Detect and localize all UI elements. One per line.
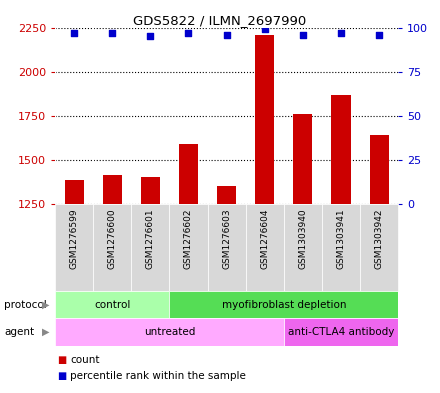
Bar [93,204,131,291]
Bar [284,204,322,291]
Text: GSM1276599: GSM1276599 [70,209,79,269]
Point [185,29,192,36]
Point [70,29,77,36]
Text: control: control [94,299,130,310]
Bar [208,204,246,291]
Text: GDS5822 / ILMN_2697990: GDS5822 / ILMN_2697990 [133,14,307,27]
Bar [370,135,389,393]
Text: GSM1276604: GSM1276604 [260,209,269,269]
Text: ▶: ▶ [42,327,50,337]
Text: GSM1303942: GSM1303942 [374,209,384,269]
Text: ■: ■ [57,355,66,365]
Text: GSM1276602: GSM1276602 [184,209,193,269]
Point [109,29,116,36]
Bar [360,204,398,291]
Point [299,31,306,38]
Bar [55,204,93,291]
Bar [293,114,312,393]
Text: ▶: ▶ [42,299,50,310]
Bar [103,175,122,393]
Text: GSM1276600: GSM1276600 [108,209,117,269]
Point [376,31,383,38]
Text: ■: ■ [57,371,66,381]
Text: myofibroblast depletion: myofibroblast depletion [222,299,346,310]
Bar [55,291,169,318]
Bar [255,35,274,393]
Text: anti-CTLA4 antibody: anti-CTLA4 antibody [288,327,394,337]
Bar [284,318,398,346]
Text: GSM1276601: GSM1276601 [146,209,155,269]
Text: percentile rank within the sample: percentile rank within the sample [70,371,246,381]
Text: untreated: untreated [144,327,195,337]
Bar [55,318,284,346]
Point [223,31,230,38]
Bar [179,144,198,393]
Text: GSM1303941: GSM1303941 [337,209,345,269]
Text: protocol: protocol [4,299,47,310]
Bar [217,186,236,393]
Bar [169,204,208,291]
Bar [322,204,360,291]
Point [261,26,268,32]
Bar [331,95,351,393]
Point [147,33,154,39]
Text: GSM1303940: GSM1303940 [298,209,308,269]
Bar [141,177,160,393]
Text: GSM1276603: GSM1276603 [222,209,231,269]
Bar [246,204,284,291]
Point [337,29,345,36]
Text: agent: agent [4,327,34,337]
Bar [169,291,398,318]
Text: count: count [70,355,100,365]
Bar [131,204,169,291]
Bar [65,180,84,393]
